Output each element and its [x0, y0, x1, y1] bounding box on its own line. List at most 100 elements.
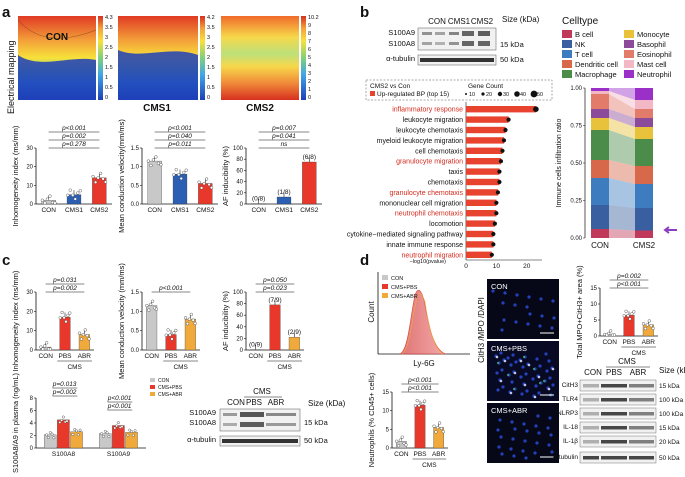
netosis-signal: [519, 359, 523, 363]
y-tick-label: 1.5: [131, 290, 140, 296]
data-point: [41, 347, 45, 351]
dapi-nucleus: [550, 450, 554, 454]
data-point: [126, 433, 130, 437]
dapi-nucleus: [500, 328, 504, 332]
dapi-nucleus: [550, 326, 554, 330]
p-value: p<0.001: [407, 377, 432, 384]
data-point: [45, 341, 49, 345]
data-point: [147, 308, 151, 312]
data-point: [413, 404, 417, 408]
data-point: [65, 419, 69, 423]
legend-swatch: [150, 378, 155, 382]
data-point: [76, 191, 80, 195]
go-legend-label: Up-regulated BP (top 15): [377, 91, 449, 98]
y-tick-label: 10: [26, 329, 33, 335]
dapi-nucleus: [552, 316, 556, 320]
y-tick-label: 40: [236, 180, 243, 186]
blot-d-band: [601, 384, 627, 388]
stack-flow: [609, 160, 635, 184]
x-tick-label: PBS: [413, 451, 427, 458]
stack-seg-cms2: [635, 127, 653, 139]
data-point: [50, 432, 54, 436]
data-point: [39, 345, 43, 349]
data-point: [154, 155, 158, 159]
y-tick-label: 1.0: [131, 309, 140, 315]
colorbar-tick: 2: [308, 79, 311, 85]
stack-flow: [609, 94, 635, 118]
dapi-nucleus: [522, 422, 526, 426]
blot-b-size-header: Size (kDa): [502, 15, 540, 24]
data-point: [172, 173, 176, 177]
dapi-nucleus: [511, 353, 515, 357]
celltype-label: T cell: [575, 50, 593, 59]
dapi-nucleus: [528, 312, 532, 316]
blot-c-group: CMS: [253, 387, 271, 396]
colorbar-tick: 8: [308, 31, 311, 37]
stack-flow: [609, 118, 635, 139]
go-bar: [466, 220, 495, 227]
micrograph-cms-abr: [487, 403, 559, 463]
legend-swatch: [150, 385, 155, 389]
stack-flow: [609, 205, 635, 231]
stack-seg-cms2: [635, 166, 653, 184]
stack-seg-con: [591, 88, 609, 91]
p-value: p=0.023: [262, 285, 287, 292]
bar: [112, 425, 125, 449]
colorbar-tick: 0.5: [105, 85, 113, 91]
blot-c-lane-abr: ABR: [268, 398, 285, 407]
dapi-nucleus: [519, 375, 523, 379]
colorbar-tick: 0.5: [207, 85, 215, 91]
go-term: inflammatory response: [392, 107, 463, 114]
netosis-signal: [527, 363, 531, 367]
celltype-label: Basophil: [637, 40, 666, 49]
y-tick-label: 2: [30, 434, 34, 440]
x-tick-label: CMS2: [196, 207, 214, 214]
stack-seg-cms2: [635, 139, 653, 166]
data-point: [40, 198, 44, 202]
go-gene-count-dot: [506, 117, 511, 122]
colorbar-tick: 2: [105, 55, 108, 61]
panel-a-label: a: [2, 4, 11, 21]
mpo-signal: [533, 368, 535, 370]
data-point: [91, 175, 95, 179]
y-tick-label: 0: [30, 348, 34, 354]
blot-d-band: [583, 398, 599, 402]
data-point: [105, 431, 109, 435]
chart-c-plasma: 0 2 4 6 8 S100A8/A9 in plasma (ng/mL) S100A8 S1…: [11, 372, 183, 473]
data-point: [58, 420, 62, 424]
y-tick-label: 8: [30, 396, 34, 402]
dapi-nucleus: [527, 295, 531, 299]
data-point: [400, 435, 404, 439]
y-tick-label: 0: [240, 348, 244, 354]
dapi-nucleus: [499, 351, 503, 355]
bar-label: (6/8): [303, 154, 316, 161]
dapi-nucleus: [544, 352, 548, 356]
colorbar-tick: 1: [308, 87, 311, 93]
data-point: [168, 333, 172, 337]
x-tick-label: PBS: [58, 353, 72, 360]
data-point: [66, 313, 70, 318]
data-point: [421, 401, 425, 406]
y-tick-label: 0: [30, 446, 34, 452]
go-term: leukocyte chemotaxis: [396, 128, 463, 135]
y-tick-label: 100: [233, 146, 244, 152]
blot-b-row-s100a8: S100A8: [388, 39, 415, 48]
stack-seg-con: [591, 109, 609, 118]
go-bar: [466, 241, 494, 248]
data-point: [66, 193, 70, 197]
legend-label: CMS+PBS: [158, 385, 183, 391]
y-tick-label: 6: [30, 409, 34, 415]
y-tick-label: 10: [382, 409, 389, 415]
colorbar-tick: 6: [308, 47, 311, 53]
colorbar-tick: 3: [207, 35, 210, 41]
dapi-nucleus: [500, 368, 504, 372]
dapi-nucleus: [503, 291, 507, 295]
colorbar-tick: 0: [105, 95, 108, 101]
data-point: [626, 314, 630, 318]
y-tick-label: 0.5: [131, 329, 140, 335]
x-tick-label: CMS1: [275, 207, 293, 214]
data-point: [164, 333, 168, 337]
p-value: p=0.278: [61, 141, 86, 148]
y-tick-label: 5: [594, 318, 598, 324]
